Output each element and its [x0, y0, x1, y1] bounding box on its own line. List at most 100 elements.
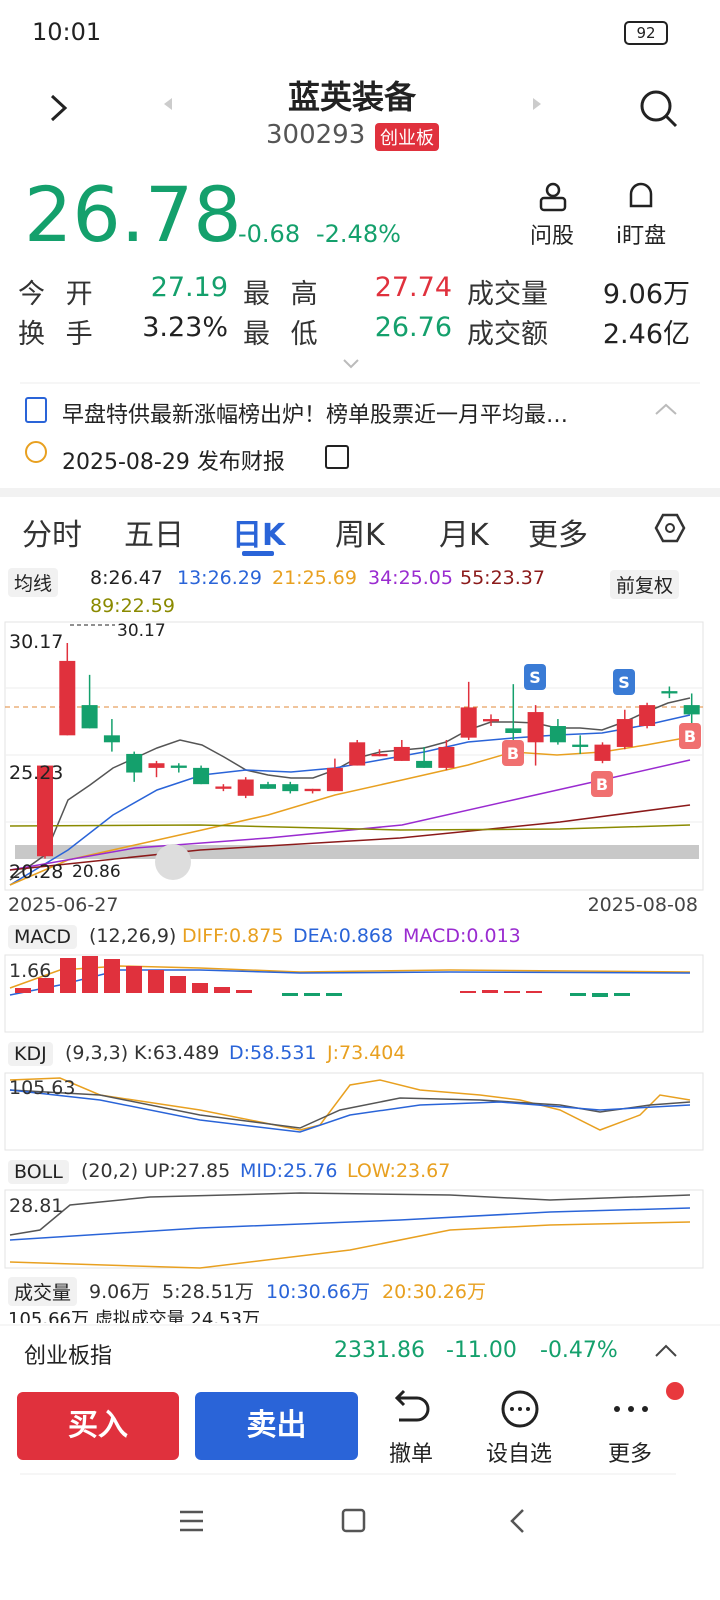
- bottom-action[interactable]: 撤单: [389, 1442, 434, 1467]
- action[interactable]: i盯盘: [616, 224, 667, 249]
- candle-body: [371, 753, 388, 757]
- indicator-axis: 105.63: [9, 1077, 76, 1099]
- candle-body: [349, 742, 366, 766]
- badge: [613, 669, 635, 695]
- stock-name: 蓝英装备: [287, 78, 416, 116]
- y-label: 25.23: [9, 762, 64, 784]
- indicator-label[interactable]: 成交量: [8, 1277, 78, 1306]
- stat-value: 26.76: [374, 312, 452, 343]
- badge-text: B: [684, 727, 696, 746]
- indicator-value: MID:25.76: [240, 1160, 338, 1182]
- candle-body: [148, 763, 165, 768]
- badge-text: B: [507, 744, 519, 763]
- high-mark: 30.17: [117, 621, 166, 641]
- candle-body: [616, 719, 633, 747]
- stat-label: 换 手: [18, 319, 99, 350]
- indicator-params: (9,3,3): [65, 1042, 129, 1064]
- candle-body: [215, 786, 232, 789]
- candle-body: [572, 744, 589, 747]
- badge: [502, 740, 524, 766]
- candle-body: [282, 784, 299, 792]
- indicator-label[interactable]: MACD: [8, 925, 77, 949]
- tab[interactable]: 周K: [335, 518, 385, 553]
- tab[interactable]: 五日: [124, 518, 184, 553]
- date: 2025-06-27: [8, 894, 119, 916]
- ma-item: 89:22.59: [90, 595, 175, 617]
- news[interactable]: 早盘特供最新涨幅榜出炉！榜单股票近一月平均最…: [62, 403, 569, 428]
- ma-item: 13:26.29: [177, 567, 262, 589]
- candle-body: [438, 746, 455, 768]
- price: 26.78: [24, 170, 242, 259]
- indicator-value: MACD:0.013: [403, 925, 521, 947]
- ma-label[interactable]: 均线: [8, 568, 59, 597]
- candle-body: [193, 767, 210, 785]
- adjust[interactable]: 前复权: [610, 570, 680, 599]
- candle-body: [416, 760, 433, 768]
- candle-body: [59, 660, 76, 736]
- y-label: 20.28: [9, 861, 64, 883]
- sell-button[interactable]: 卖出: [195, 1392, 358, 1460]
- stat-label: 成交额: [467, 319, 548, 350]
- y-label: 30.17: [9, 631, 64, 653]
- badge-text: B: [596, 775, 608, 794]
- indicator-params: (12,26,9): [89, 925, 177, 947]
- stock-code: 300293: [266, 120, 366, 150]
- candle-body: [661, 691, 678, 694]
- status-time: 10:01: [32, 18, 102, 46]
- candle-body: [483, 719, 499, 722]
- indicator-axis: 28.81: [9, 1195, 64, 1217]
- stat-label: 最 低: [243, 319, 324, 350]
- volume-partial: 105.66万 虚拟成交量 24.53万: [8, 1309, 260, 1323]
- candle-body: [304, 788, 321, 792]
- candle-body: [549, 726, 566, 743]
- candle-body: [170, 765, 187, 768]
- candle-body: [527, 712, 544, 743]
- index-change: -11.00: [446, 1338, 517, 1363]
- badge-text: S: [618, 673, 630, 692]
- candle-body: [460, 707, 477, 738]
- low-mark: 20.86: [72, 862, 121, 882]
- action[interactable]: 问股: [530, 224, 575, 249]
- stat-label: 今 开: [18, 279, 99, 310]
- index-value: 2331.86: [334, 1338, 425, 1363]
- tab[interactable]: 分时: [22, 518, 82, 553]
- indicator-label[interactable]: BOLL: [8, 1160, 69, 1184]
- volume-value: 10:30.66万: [266, 1281, 370, 1303]
- badge: [679, 723, 701, 749]
- indicator-value: UP:27.85: [144, 1160, 231, 1182]
- candle-body: [505, 728, 522, 733]
- buy-button[interactable]: 买入: [17, 1392, 179, 1460]
- stat-value: 9.06万: [602, 279, 690, 310]
- candle-body: [683, 705, 700, 715]
- candle-body: [37, 765, 53, 857]
- indicator-axis: 1.66: [9, 960, 52, 982]
- candle-body: [237, 779, 254, 796]
- change: -0.68: [238, 220, 301, 248]
- badge: [591, 771, 613, 797]
- candle-body: [260, 784, 276, 789]
- bottom-action[interactable]: 更多: [608, 1442, 653, 1467]
- bottom-action[interactable]: 设自选: [486, 1442, 553, 1467]
- candle-body: [393, 746, 410, 761]
- indicator-label[interactable]: KDJ: [8, 1042, 53, 1066]
- tab[interactable]: 日K: [232, 518, 286, 553]
- change-pct: -2.48%: [316, 220, 401, 248]
- stat-label: 成交量: [467, 279, 548, 310]
- event[interactable]: 2025-08-29 发布财报: [62, 450, 285, 475]
- indicator-value: LOW:23.67: [347, 1160, 451, 1182]
- indicator-value: DIFF:0.875: [182, 925, 284, 947]
- badge-text: S: [529, 668, 541, 687]
- tab[interactable]: 月K: [439, 518, 489, 553]
- volume-value: 20:30.26万: [382, 1281, 486, 1303]
- volume-value: 9.06万: [89, 1281, 151, 1303]
- candle-body: [594, 744, 611, 761]
- stat-label: 最 高: [243, 279, 324, 310]
- stat-value: 27.74: [374, 272, 452, 303]
- index-name: 创业板指: [24, 1344, 113, 1369]
- battery: 92: [624, 21, 668, 45]
- date: 2025-08-08: [587, 894, 698, 916]
- tab[interactable]: 更多: [528, 518, 588, 553]
- indicator-params: (20,2): [81, 1160, 139, 1182]
- candle-body: [81, 705, 98, 729]
